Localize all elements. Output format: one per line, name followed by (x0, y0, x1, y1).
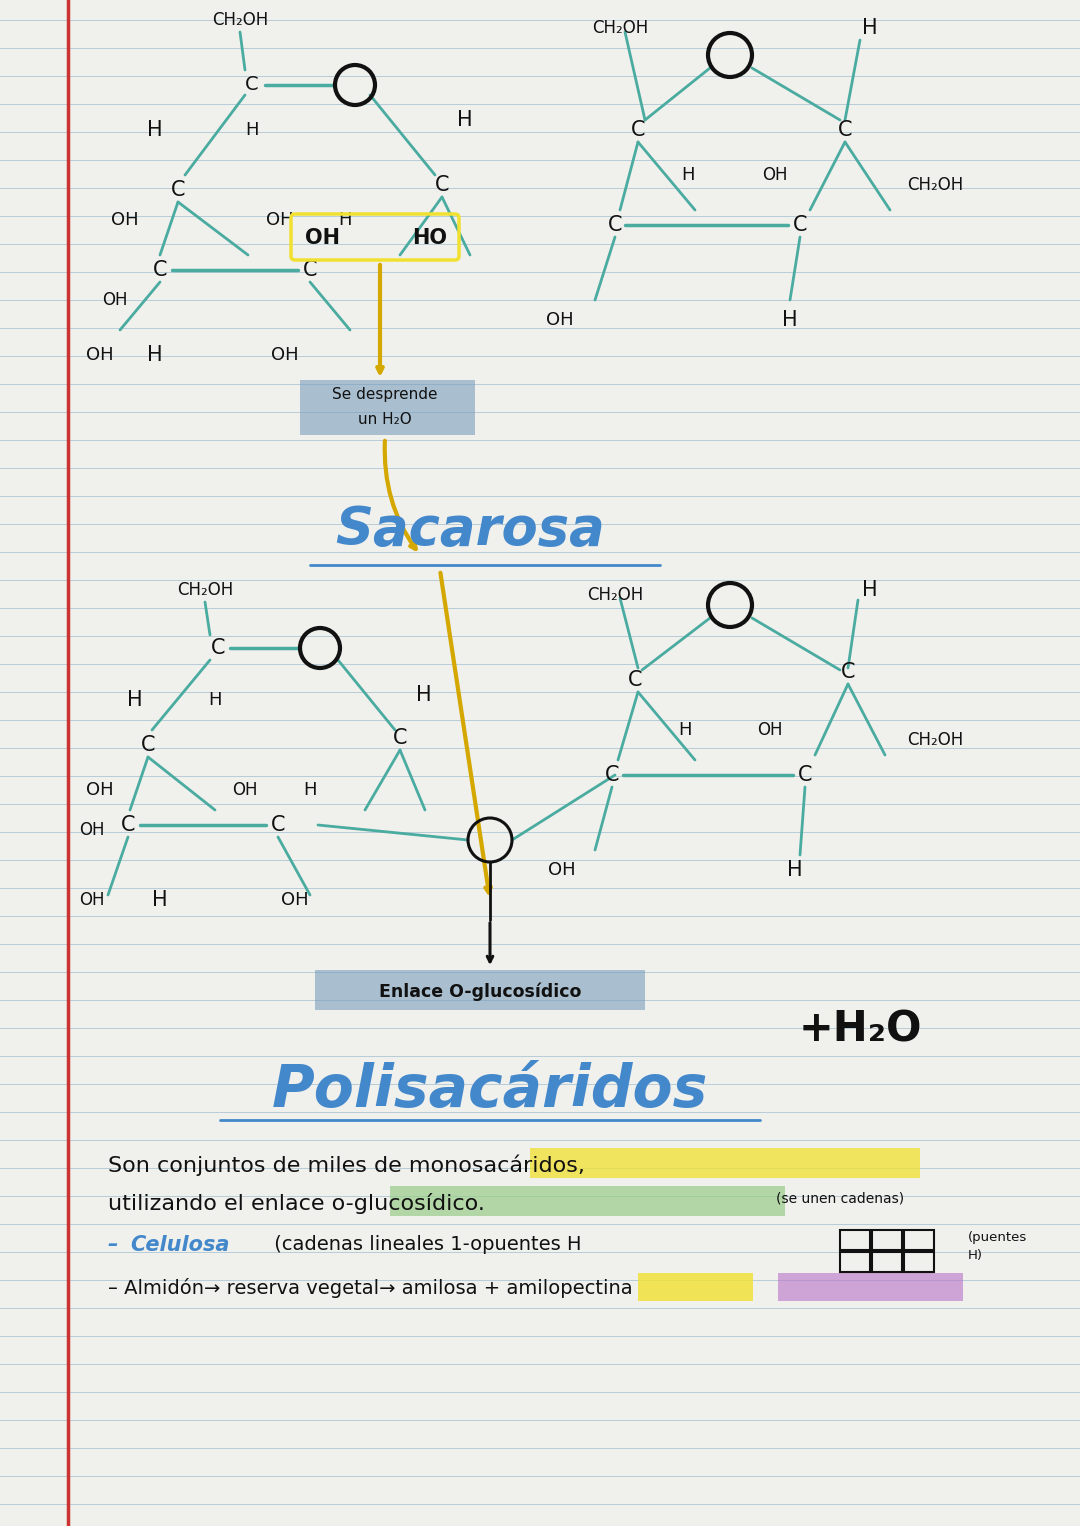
Text: OH: OH (79, 821, 105, 839)
Text: H: H (303, 781, 316, 800)
Text: C: C (152, 259, 167, 279)
Text: OH: OH (86, 781, 113, 800)
Text: (se unen cadenas): (se unen cadenas) (775, 1190, 904, 1206)
Text: OH: OH (103, 291, 127, 308)
Text: H: H (152, 890, 167, 909)
FancyBboxPatch shape (638, 1273, 753, 1302)
FancyBboxPatch shape (778, 1273, 963, 1302)
Text: Celulosa: Celulosa (130, 1235, 229, 1254)
Text: Son conjuntos de miles de monosacáridos,: Son conjuntos de miles de monosacáridos, (108, 1154, 585, 1175)
Text: C: C (435, 175, 449, 195)
Bar (904, 1251, 934, 1273)
Text: C: C (631, 121, 645, 140)
Text: H: H (678, 720, 692, 739)
FancyBboxPatch shape (300, 380, 475, 435)
Text: OH: OH (546, 311, 573, 330)
Text: H: H (127, 690, 143, 710)
Text: C: C (271, 815, 285, 835)
Text: OH: OH (232, 781, 258, 800)
Bar (872, 1230, 902, 1250)
Text: C: C (140, 736, 156, 755)
Text: CH₂OH: CH₂OH (177, 581, 233, 600)
Text: CH₂OH: CH₂OH (907, 175, 963, 194)
Text: H: H (147, 121, 163, 140)
Text: –: – (108, 1235, 125, 1254)
Text: utilizando el enlace o-glucosídico.: utilizando el enlace o-glucosídico. (108, 1192, 485, 1213)
Text: CH₂OH: CH₂OH (907, 731, 963, 749)
Text: – Almidón→ reserva vegetal→ amilosa + amilopectina: – Almidón→ reserva vegetal→ amilosa + am… (108, 1277, 633, 1299)
Text: H: H (681, 166, 694, 185)
Text: C: C (171, 180, 186, 200)
Text: OH: OH (305, 227, 339, 249)
Text: OH: OH (271, 346, 299, 365)
Text: H: H (245, 121, 259, 139)
Text: H: H (147, 345, 163, 365)
Text: C: C (838, 121, 852, 140)
Text: H: H (457, 110, 473, 130)
Text: CH₂OH: CH₂OH (212, 11, 268, 29)
Text: H: H (416, 685, 432, 705)
FancyBboxPatch shape (315, 971, 645, 1010)
Text: C: C (121, 815, 135, 835)
Text: C: C (393, 728, 407, 748)
Text: (cadenas lineales 1-opuentes H: (cadenas lineales 1-opuentes H (268, 1236, 581, 1254)
Text: Enlace O-glucosídico: Enlace O-glucosídico (379, 983, 581, 1001)
Text: OH: OH (549, 861, 576, 879)
Text: Polisacáridos: Polisacáridos (272, 1062, 708, 1119)
Text: +H₂O: +H₂O (798, 1009, 921, 1051)
Text: OH: OH (79, 891, 105, 909)
FancyBboxPatch shape (390, 1186, 785, 1216)
Text: H: H (782, 310, 798, 330)
Text: H: H (862, 18, 878, 38)
Text: H: H (338, 211, 352, 229)
Bar (840, 1251, 870, 1273)
Text: C: C (840, 662, 855, 682)
Bar (872, 1251, 902, 1273)
Text: OH: OH (86, 346, 113, 365)
Text: OH: OH (281, 891, 309, 909)
Text: CH₂OH: CH₂OH (592, 18, 648, 37)
Text: Se desprende: Se desprende (333, 388, 437, 403)
Text: Sacarosa: Sacarosa (335, 504, 605, 555)
Text: C: C (793, 215, 807, 235)
Text: OH: OH (111, 211, 139, 229)
Text: OH: OH (266, 211, 294, 229)
Text: OH: OH (762, 166, 787, 185)
Text: C: C (798, 765, 812, 784)
Text: H: H (787, 861, 802, 881)
Text: C: C (245, 75, 259, 95)
Text: CH₂OH: CH₂OH (586, 586, 643, 604)
Text: C: C (608, 215, 622, 235)
Text: (puentes: (puentes (968, 1231, 1027, 1245)
FancyBboxPatch shape (530, 1148, 920, 1178)
Text: H: H (862, 580, 878, 600)
Text: OH: OH (757, 720, 783, 739)
Text: C: C (605, 765, 619, 784)
Text: C: C (211, 638, 226, 658)
Text: HO: HO (413, 227, 447, 249)
Text: H): H) (968, 1248, 983, 1262)
Text: C: C (302, 259, 318, 279)
Bar (904, 1230, 934, 1250)
Text: un H₂O: un H₂O (359, 412, 411, 427)
Bar (840, 1230, 870, 1250)
Text: H: H (208, 691, 221, 710)
Text: C: C (627, 670, 643, 690)
